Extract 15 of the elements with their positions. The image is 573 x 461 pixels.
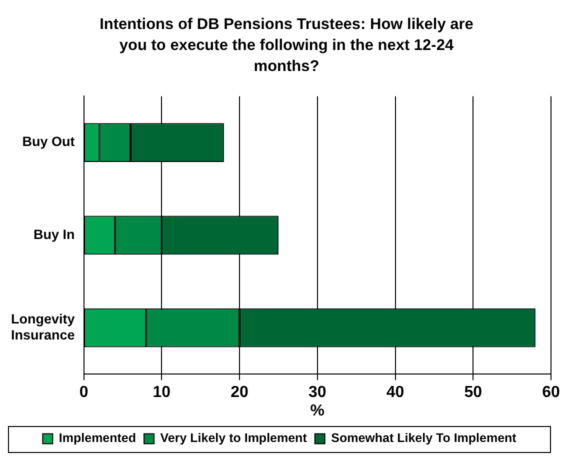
legend-label: Somewhat Likely To Implement [331,431,518,446]
x-tick-label: 30 [308,384,326,402]
y-tick-label: Longevity Insurance [10,311,76,343]
y-tick-label: Buy Out [22,134,76,150]
x-tick-label: 20 [230,384,249,402]
x-tick-label: 0 [79,384,88,402]
legend-label: Very Likely to Implement [160,431,308,446]
x-tick-label: 60 [542,384,560,402]
legend-label: Implemented [58,431,136,446]
x-tick-label: 50 [464,384,482,402]
chart-title: Intentions of DB Pensions Trustees: How likely are you to execute the following in the next 12-24 months? [98,15,474,77]
x-axis-title: % [310,402,325,420]
y-tick-label: Buy In [34,226,75,242]
x-tick-label: 40 [386,384,404,402]
x-tick-label: 10 [152,384,171,402]
